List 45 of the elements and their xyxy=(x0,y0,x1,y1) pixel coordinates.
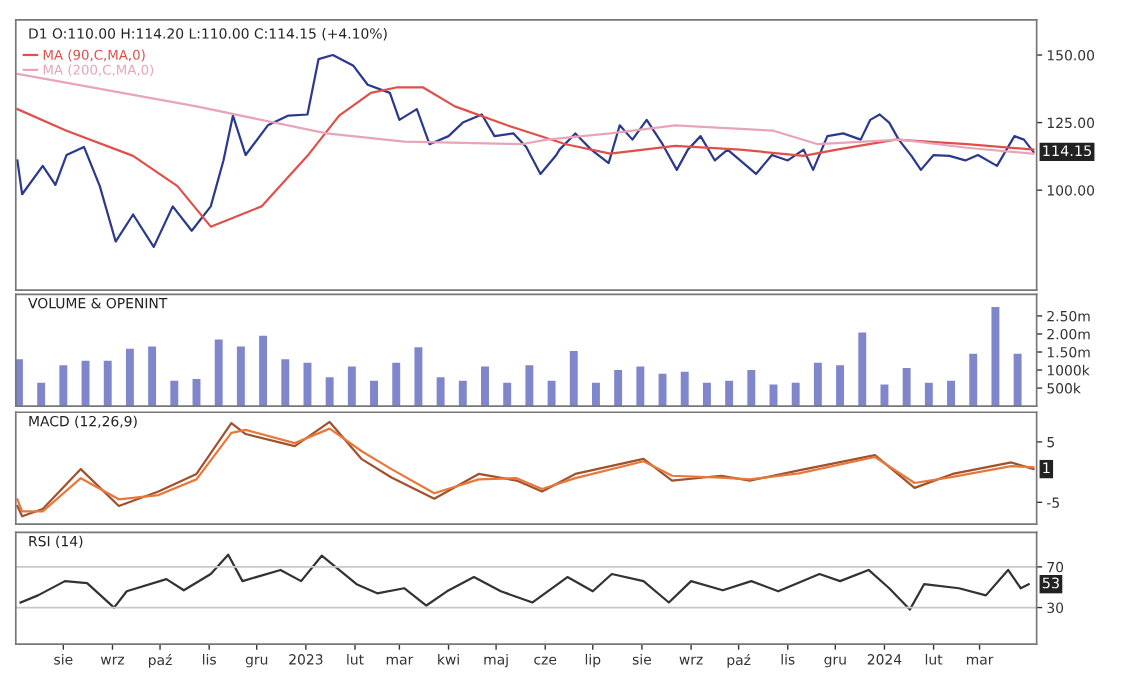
bar xyxy=(969,353,978,407)
bar xyxy=(125,348,134,407)
bar xyxy=(37,382,46,407)
bar xyxy=(59,365,68,407)
bar xyxy=(414,347,423,407)
bar xyxy=(81,360,90,407)
bar xyxy=(481,366,489,407)
bar xyxy=(836,365,845,407)
bar xyxy=(436,377,445,407)
bar xyxy=(370,380,378,407)
bar xyxy=(592,382,600,407)
bar xyxy=(680,371,689,407)
bar xyxy=(392,362,401,407)
bar xyxy=(747,370,756,407)
bar xyxy=(947,380,955,407)
line-series xyxy=(16,86,1035,228)
bar xyxy=(725,380,734,407)
bar xyxy=(347,366,356,407)
bar xyxy=(1013,353,1022,407)
bar xyxy=(902,367,911,407)
bar xyxy=(170,380,179,407)
bar xyxy=(236,346,245,407)
bar xyxy=(614,370,623,407)
bar xyxy=(458,380,467,407)
bar xyxy=(148,346,157,407)
bar xyxy=(924,382,933,407)
bar xyxy=(547,380,556,407)
bar xyxy=(325,377,334,407)
bar xyxy=(259,335,268,407)
line-series xyxy=(16,53,1035,249)
bar xyxy=(791,382,800,407)
bar xyxy=(636,366,645,407)
bar xyxy=(503,382,512,407)
bar xyxy=(813,362,822,407)
bar xyxy=(214,339,223,407)
line-series xyxy=(19,553,1030,611)
bar xyxy=(880,384,889,407)
bar xyxy=(569,350,578,407)
bar xyxy=(858,332,867,407)
bar xyxy=(991,306,1000,407)
bar xyxy=(281,359,290,407)
bar xyxy=(525,365,534,407)
bar xyxy=(103,360,112,407)
bar xyxy=(702,382,711,407)
bar xyxy=(303,362,312,407)
